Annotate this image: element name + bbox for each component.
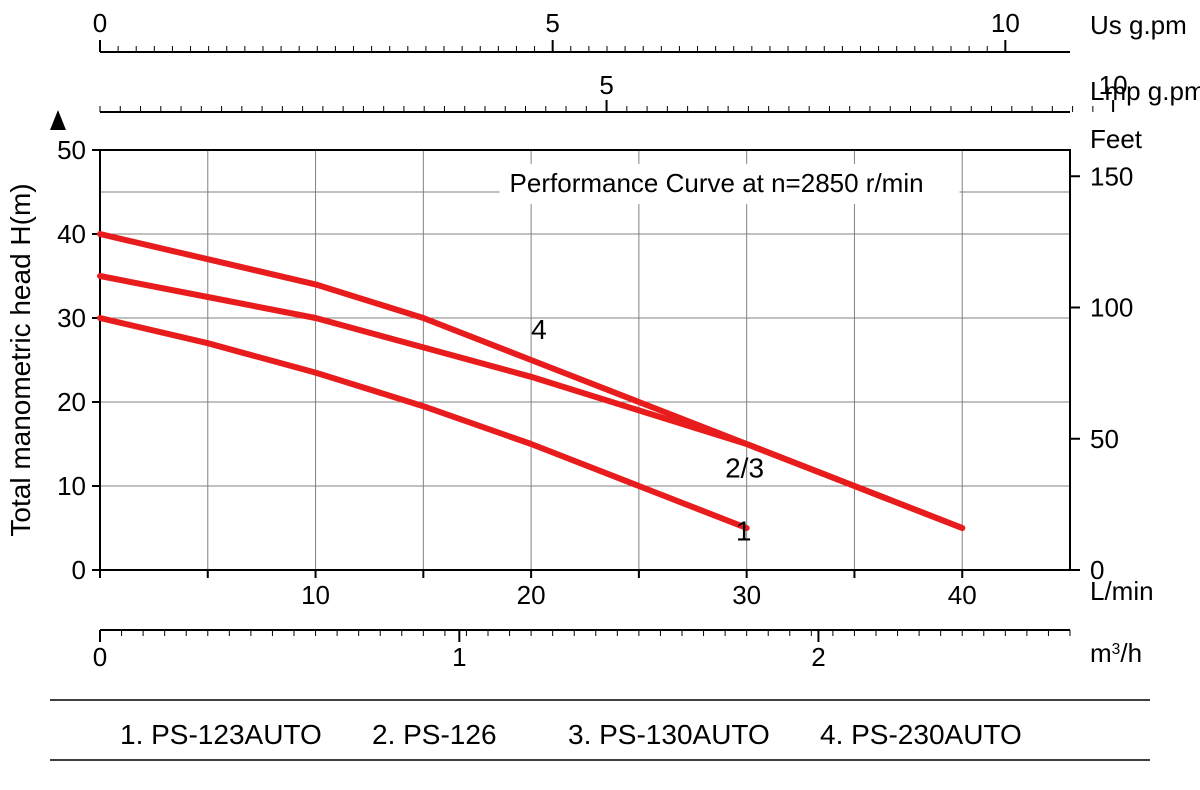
chart-container: 0 5 10 Us g.pm 5 10 Lmp g.pm 0 10 20 30 40 50 0 50 100 1… xyxy=(0,0,1200,790)
feet-unit: Feet xyxy=(1090,124,1143,154)
y-left-tick: 30 xyxy=(57,303,86,333)
x-lmin-tick: 10 xyxy=(301,580,330,610)
y-left-tick: 10 xyxy=(57,471,86,501)
legend-item: 3. PS-130AUTO xyxy=(568,719,770,750)
m3h-tick: 1 xyxy=(452,642,466,672)
y-right-tick: 100 xyxy=(1090,293,1133,323)
x-lmin-tick: 30 xyxy=(732,580,761,610)
lmp-gpm-tick: 5 xyxy=(599,70,613,100)
chart-title: Performance Curve at n=2850 r/min xyxy=(510,168,924,198)
lmin-unit: L/min xyxy=(1090,576,1154,606)
us-gpm-tick: 0 xyxy=(93,8,107,38)
us-gpm-unit: Us g.pm xyxy=(1090,10,1187,40)
m3h-tick: 2 xyxy=(811,642,825,672)
us-gpm-tick: 5 xyxy=(545,8,559,38)
y-axis-label: Total manometric head H(m) xyxy=(5,183,36,536)
y-left-tick: 50 xyxy=(57,135,86,165)
legend-item: 2. PS-126 xyxy=(372,719,497,750)
legend-item: 4. PS-230AUTO xyxy=(820,719,1022,750)
y-left-tick: 0 xyxy=(72,555,86,585)
m3h-tick: 0 xyxy=(93,642,107,672)
lmp-gpm-unit: Lmp g.pm xyxy=(1090,76,1200,106)
us-gpm-tick: 10 xyxy=(991,8,1020,38)
curve-label-4: 4 xyxy=(531,314,547,345)
y-left-tick: 40 xyxy=(57,219,86,249)
curve-label-1: 1 xyxy=(736,516,752,547)
x-lmin-tick: 20 xyxy=(517,580,546,610)
curve-label-2/3: 2/3 xyxy=(725,453,764,484)
performance-curve-chart: 0 5 10 Us g.pm 5 10 Lmp g.pm 0 10 20 30 40 50 0 50 100 1… xyxy=(0,0,1200,790)
legend-item: 1. PS-123AUTO xyxy=(120,719,322,750)
x-lmin-tick: 40 xyxy=(948,580,977,610)
y-right-tick: 50 xyxy=(1090,424,1119,454)
y-right-tick: 150 xyxy=(1090,161,1133,191)
y-left-tick: 20 xyxy=(57,387,86,417)
